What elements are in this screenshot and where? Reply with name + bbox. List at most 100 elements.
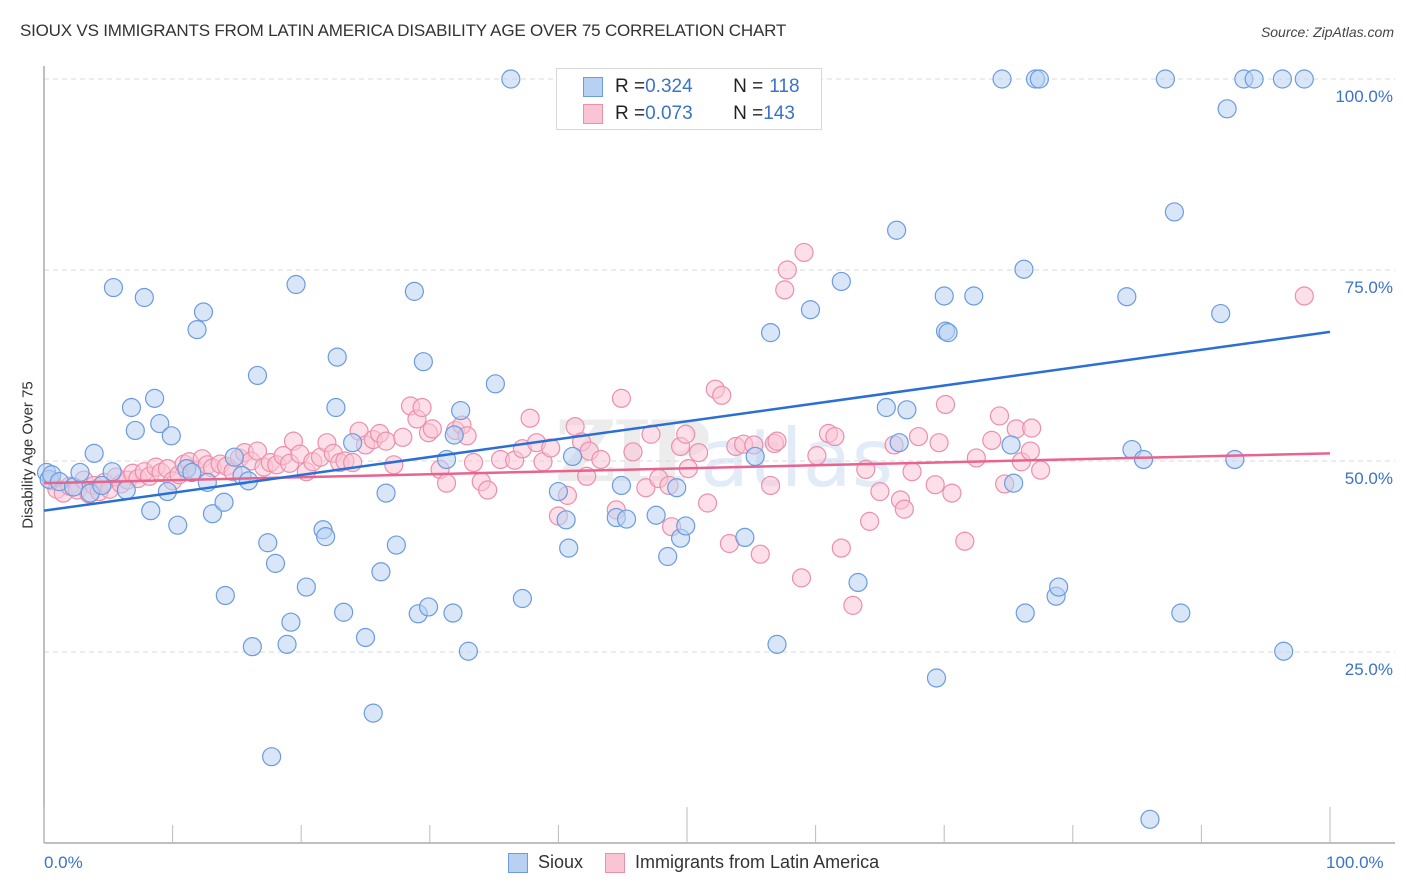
legend-row-sioux: R = 0.324 N = 118: [583, 75, 800, 99]
latin-america-point: [807, 446, 827, 466]
latin-america-point: [908, 426, 929, 447]
sioux-point: [327, 347, 347, 367]
latin-america-point: [982, 430, 1002, 450]
sioux-point: [418, 597, 439, 617]
sioux-point: [667, 478, 687, 498]
sioux-point: [1274, 641, 1294, 661]
latin-america-point: [463, 452, 484, 473]
latin-america-point: [767, 431, 787, 451]
latin-america-point: [478, 480, 498, 500]
sioux-point: [1029, 69, 1049, 89]
sioux-point: [1225, 449, 1245, 470]
n-value: 143: [763, 103, 795, 124]
sioux-point: [150, 413, 170, 434]
latin-america-point: [1020, 441, 1040, 461]
latin-america-point: [860, 511, 880, 531]
sioux-point: [277, 634, 297, 654]
y-tick-label: 75.0%: [1344, 278, 1393, 297]
n-label: N =: [733, 103, 764, 124]
sioux-point: [262, 747, 282, 767]
latin-america-point: [436, 473, 457, 493]
sioux-point: [326, 397, 346, 418]
x-tick-label-min: 0.0%: [44, 853, 83, 872]
sioux-point: [258, 533, 278, 553]
sioux-point: [386, 535, 406, 555]
gridlines: [44, 78, 1395, 653]
latin-america-point: [623, 442, 643, 462]
latin-america-point: [750, 544, 770, 564]
sioux-point: [964, 286, 984, 306]
sioux-point: [760, 323, 781, 343]
latin-america-point: [393, 427, 413, 447]
latin-america-point: [422, 419, 442, 439]
trend-lines: [43, 330, 1331, 512]
r-label: R =: [615, 76, 646, 97]
sioux-point: [887, 220, 907, 240]
sioux-swatch: [583, 77, 603, 97]
sioux-point: [1117, 287, 1137, 307]
legend-item-latin-america[interactable]: Immigrants from Latin America: [605, 852, 879, 873]
sioux-point: [215, 585, 235, 606]
sioux-point: [116, 480, 136, 500]
sioux-point: [1244, 69, 1264, 89]
sioux-point: [202, 504, 223, 524]
sioux-point: [371, 562, 391, 582]
sioux-point: [501, 69, 521, 89]
sioux-point: [485, 374, 505, 394]
y-axis-title: Disability Age Over 75: [19, 381, 37, 529]
sioux-point: [767, 634, 787, 654]
sioux-point: [616, 509, 637, 529]
sioux-point: [70, 462, 90, 483]
sioux-point: [1004, 473, 1024, 493]
y-tick-label: 25.0%: [1344, 660, 1393, 679]
sioux-point: [187, 319, 207, 340]
sioux-point: [562, 446, 583, 467]
sioux-point: [548, 481, 569, 502]
sioux-point: [413, 352, 433, 372]
sioux-swatch: [508, 852, 528, 873]
latin-america-swatch: [605, 852, 626, 873]
sioux-trend-line: [43, 330, 1331, 512]
latin-america-point: [894, 499, 914, 519]
x-tick-label-max: 100.0%: [1326, 853, 1384, 872]
sioux-point: [876, 397, 896, 418]
sioux-point: [103, 277, 124, 298]
watermark-atlas: atlas: [700, 412, 894, 505]
sioux-point: [451, 400, 471, 421]
latin-america-point: [794, 242, 814, 263]
sioux-point: [1015, 603, 1035, 623]
latin-america-point: [902, 462, 922, 482]
latin-america-point: [591, 449, 611, 470]
y-tick-label: 50.0%: [1344, 469, 1393, 488]
sioux-point: [161, 426, 181, 446]
latin-america-point: [384, 455, 404, 475]
latin-america-point: [825, 426, 845, 447]
sioux-point: [334, 602, 354, 622]
latin-america-point: [955, 531, 975, 551]
latin-america-point: [712, 385, 732, 405]
r-value: 0.073: [645, 103, 693, 124]
sioux-point: [800, 300, 821, 320]
sioux-point: [848, 572, 868, 593]
legend-item-sioux[interactable]: Sioux: [508, 852, 583, 873]
chart-title: SIOUX VS IMMIGRANTS FROM LATIN AMERICA D…: [20, 21, 787, 40]
latin-america-point: [942, 483, 962, 503]
sioux-point: [1133, 449, 1154, 470]
sioux-point: [296, 577, 316, 597]
latin-america-point: [935, 394, 956, 415]
latin-america-point: [843, 595, 863, 615]
n-value: 118: [769, 76, 800, 97]
sioux-point: [512, 588, 532, 609]
latin-america-point: [929, 433, 949, 453]
sioux-point: [265, 553, 286, 573]
sioux-point: [84, 443, 104, 463]
latin-america-point: [611, 388, 632, 408]
sioux-point: [141, 501, 161, 521]
sioux-point: [444, 425, 464, 445]
sioux-point: [121, 397, 142, 418]
latin-america-point: [376, 431, 396, 451]
sioux-point: [831, 271, 851, 292]
latin-america-point: [775, 280, 795, 300]
sioux-point: [926, 668, 947, 688]
